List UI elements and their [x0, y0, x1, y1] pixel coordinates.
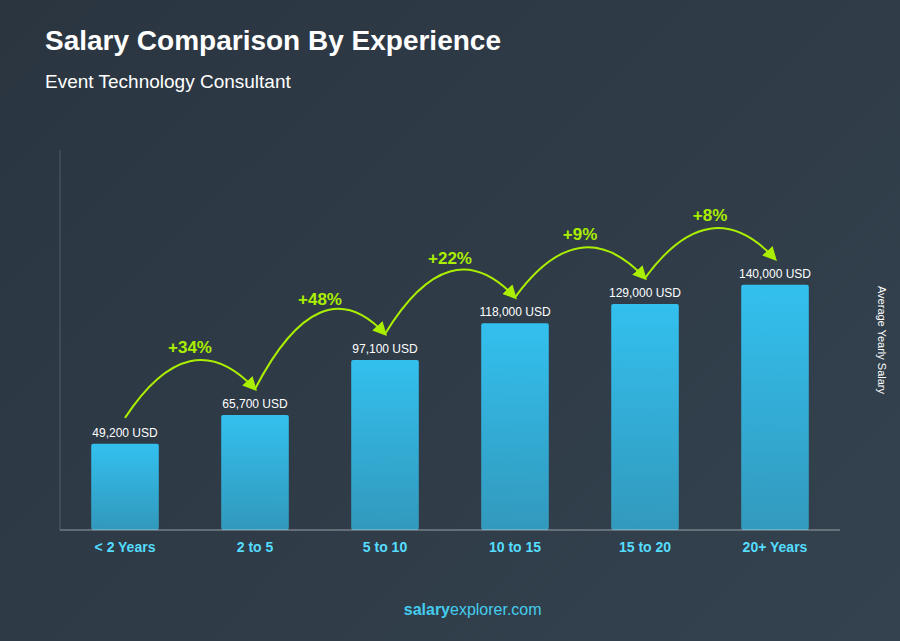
chart: Salary Comparison By Experience Event Tec… — [0, 0, 900, 641]
bar — [481, 323, 549, 530]
category-label: 5 to 10 — [363, 539, 408, 555]
category-label: 2 to 5 — [237, 539, 274, 555]
subtitle: Event Technology Consultant — [45, 71, 291, 92]
data-label: 65,700 USD — [222, 397, 288, 411]
category-label: 20+ Years — [743, 539, 808, 555]
bar — [741, 285, 809, 530]
watermark: explorer.com — [450, 601, 542, 618]
watermark: salary — [404, 601, 450, 618]
change-label: +34% — [168, 338, 212, 357]
data-label: 118,000 USD — [479, 305, 550, 319]
bar — [221, 415, 289, 530]
bar — [91, 444, 159, 530]
y-axis-label: Average Yearly Salary — [876, 286, 888, 395]
title: Salary Comparison By Experience — [45, 25, 501, 56]
change-label: +48% — [298, 290, 342, 309]
change-label: +8% — [693, 206, 728, 225]
value-axis-line — [60, 150, 61, 530]
bar — [611, 304, 679, 530]
change-arrow — [515, 247, 645, 297]
change-label: +9% — [563, 225, 598, 244]
category-label: 15 to 20 — [619, 539, 671, 555]
bars — [91, 285, 809, 530]
data-label: 49,200 USD — [92, 426, 158, 440]
change-arrow — [255, 309, 385, 389]
data-label: 140,000 USD — [739, 267, 811, 281]
change-arrow — [645, 228, 775, 278]
change-label: +22% — [428, 249, 472, 268]
bar — [351, 360, 419, 530]
change-arrow — [385, 270, 515, 334]
category-label: 10 to 15 — [489, 539, 541, 555]
data-label: 97,100 USD — [352, 342, 418, 356]
change-arrow — [125, 360, 255, 418]
category-label: < 2 Years — [95, 539, 156, 555]
data-label: 129,000 USD — [609, 286, 681, 300]
baseline — [60, 530, 840, 531]
